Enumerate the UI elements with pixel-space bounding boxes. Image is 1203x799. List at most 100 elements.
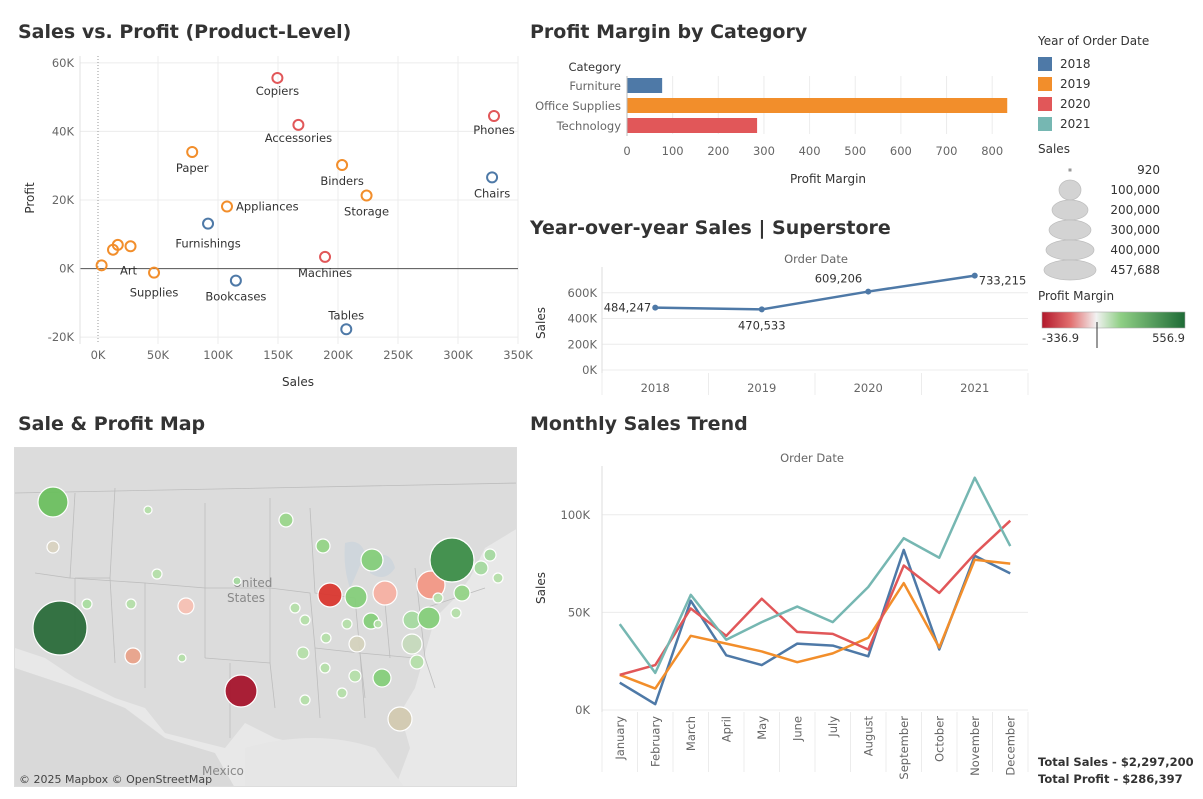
month-label: March xyxy=(684,716,698,751)
map-bubble xyxy=(224,674,258,708)
map-bubble xyxy=(387,706,413,732)
yoy-value-label: 733,215 xyxy=(979,274,1027,288)
scatter-chart[interactable]: 60K 40K 20K 0K -20K 0K 50K 100K 150K 200K 250K 300K… xyxy=(0,0,533,400)
scatter-point-label: Chairs xyxy=(474,186,510,200)
yoy-title: Year-over-year Sales | Superstore xyxy=(530,217,891,239)
month-label: December xyxy=(1003,716,1017,776)
map-bubble xyxy=(417,606,441,630)
sales-profit-map[interactable]: United States Mexico © 2025 Mapbox © Ope… xyxy=(14,447,517,787)
land-south xyxy=(15,668,234,786)
scatter-point xyxy=(319,250,332,263)
map-bubble xyxy=(319,662,331,674)
map-bubble xyxy=(492,572,504,584)
scatter-point xyxy=(221,200,233,213)
map-bubble xyxy=(372,668,392,688)
map-bubble xyxy=(317,582,343,608)
legend-sales-title: Sales xyxy=(1038,142,1070,156)
monthly-sales-chart[interactable]: Order Date 100K 50K 0K Sales January February M… xyxy=(520,440,1035,790)
margin-bar xyxy=(627,118,758,133)
x-tick-label: 2018 xyxy=(641,381,670,395)
map-bubble xyxy=(473,560,489,576)
x-tick-label: 0K xyxy=(91,348,106,362)
month-label: August xyxy=(861,716,875,757)
legend-year-2019[interactable]: 2019 xyxy=(1038,74,1198,94)
margin-bar xyxy=(627,78,663,93)
y-tick-label: 600K xyxy=(568,286,598,300)
map-bubble xyxy=(299,694,311,706)
map-label-mexico: Mexico xyxy=(202,764,244,778)
map-bubble xyxy=(373,619,383,629)
margin-min-label: -336.9 xyxy=(1042,331,1079,345)
y-tick-label: 60K xyxy=(52,56,75,70)
x-tick-label: 100 xyxy=(662,144,684,158)
size-label: 200,000 xyxy=(1110,203,1160,217)
map-bubble xyxy=(336,687,348,699)
x-tick-label: 200 xyxy=(707,144,729,158)
map-bubble xyxy=(348,669,362,683)
legend-year-label: 2021 xyxy=(1060,117,1091,131)
y-axis-title: Sales xyxy=(534,572,548,604)
month-label: February xyxy=(648,716,662,767)
map-canvas: United States Mexico © 2025 Mapbox © Ope… xyxy=(15,448,516,786)
map-bubble xyxy=(177,597,195,615)
color-ramp xyxy=(1041,311,1186,329)
yoy-point xyxy=(758,306,765,313)
scatter-point xyxy=(360,189,373,202)
legend-swatch xyxy=(1038,97,1052,111)
legend-year-2021[interactable]: 2021 xyxy=(1038,114,1198,134)
scatter-point-label: Paper xyxy=(176,161,209,175)
category-label: Furniture xyxy=(569,79,621,93)
yoy-sales-chart[interactable]: Order Date 600K 400K 200K 0K 2018 2019 2020 2021… xyxy=(520,245,1035,400)
x-tick-label: 2021 xyxy=(960,381,989,395)
margin-bar xyxy=(627,98,1008,113)
map-bubble xyxy=(46,540,60,554)
scatter-point xyxy=(107,243,119,256)
x-tick-label: 500 xyxy=(844,144,866,158)
map-bubble xyxy=(124,647,142,665)
scatter-point-label: Storage xyxy=(344,205,389,219)
scatter-point-label: Tables xyxy=(327,308,364,322)
scatter-point-label: Appliances xyxy=(236,200,299,214)
total-sales: Total Sales - $2,297,200 xyxy=(1038,755,1194,769)
legend-year-2018[interactable]: 2018 xyxy=(1038,54,1198,74)
month-label: October xyxy=(932,716,946,762)
x-tick-label: 100K xyxy=(203,348,233,362)
x-tick-label: 2019 xyxy=(747,381,776,395)
x-tick-label: 600 xyxy=(890,144,912,158)
legend-year-title: Year of Order Date xyxy=(1038,34,1150,48)
map-bubble xyxy=(315,538,331,554)
scatter-point xyxy=(124,240,137,253)
legend-year-label: 2018 xyxy=(1060,57,1091,71)
legend-year-2020[interactable]: 2020 xyxy=(1038,94,1198,114)
land-north xyxy=(15,448,516,786)
totals-panel: Total Sales - $2,297,200 Total Profit - … xyxy=(1038,754,1194,788)
size-marker xyxy=(1043,259,1097,281)
size-label: 457,688 xyxy=(1110,263,1160,277)
scatter-point-label: Art xyxy=(120,263,138,277)
x-tick-label: 250K xyxy=(383,348,413,362)
size-marker xyxy=(1058,179,1082,201)
yoy-line xyxy=(655,274,975,311)
sales-size-legend: 920 100,000 200,000 300,000 400,000 457,688 xyxy=(1043,163,1160,281)
x-tick-label: 150K xyxy=(263,348,293,362)
monthly-line-2019 xyxy=(619,558,1011,690)
month-label: November xyxy=(968,716,982,776)
map-bubble xyxy=(483,548,497,562)
yoy-point xyxy=(971,272,978,279)
y-tick-label: 0K xyxy=(59,262,74,276)
month-label: June xyxy=(790,716,804,742)
monthly-line-2021 xyxy=(618,476,1012,675)
yoy-point xyxy=(652,304,659,311)
y-tick-label: 40K xyxy=(52,124,75,138)
map-bubbles xyxy=(32,486,504,732)
map-bubble xyxy=(429,537,475,583)
legend-year-label: 2019 xyxy=(1060,77,1091,91)
profit-margin-chart[interactable]: Category 0 100 200 300 400 500 600 700 800 Furnitu… xyxy=(520,50,1030,200)
y-tick-label: 0K xyxy=(582,363,597,377)
x-tick-label: 800 xyxy=(981,144,1003,158)
map-bubble xyxy=(289,602,301,614)
size-marker xyxy=(1048,219,1092,241)
scatter-point-label: Supplies xyxy=(130,286,179,300)
month-label: January xyxy=(613,716,627,761)
scatter-point xyxy=(488,110,500,122)
